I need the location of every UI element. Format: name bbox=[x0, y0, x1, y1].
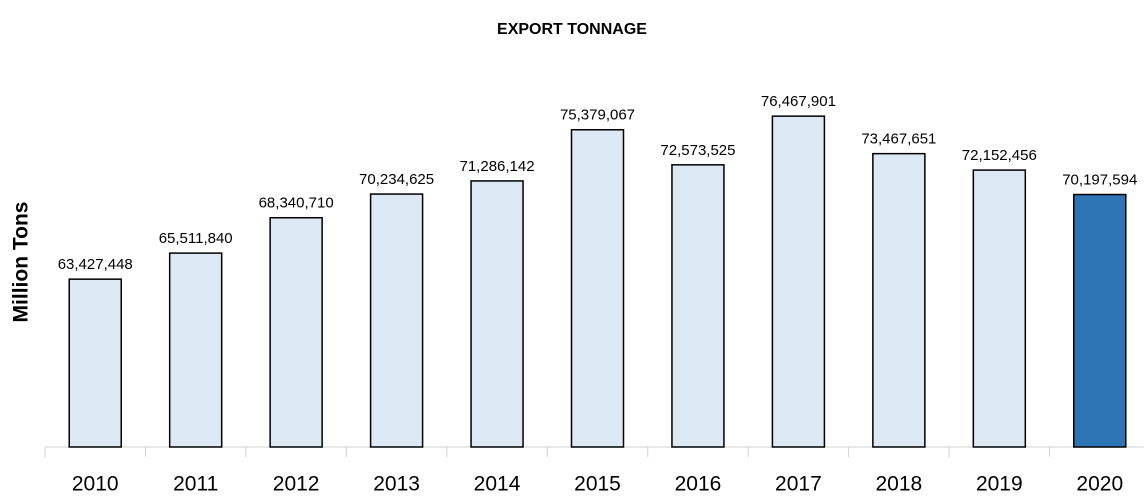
data-label: 65,511,840 bbox=[159, 230, 233, 247]
data-label: 75,379,067 bbox=[560, 107, 635, 124]
bar bbox=[972, 169, 1027, 448]
x-tick-label: 2014 bbox=[474, 473, 521, 496]
x-tick-label: 2019 bbox=[976, 473, 1023, 496]
data-label: 72,573,525 bbox=[660, 142, 735, 159]
x-tick-label: 2016 bbox=[675, 473, 722, 496]
x-tick-label: 2018 bbox=[876, 473, 923, 496]
data-label: 71,286,142 bbox=[460, 158, 535, 175]
x-tick-label: 2017 bbox=[775, 473, 822, 496]
bar bbox=[1073, 193, 1127, 448]
bar bbox=[68, 278, 122, 448]
data-label: 70,197,594 bbox=[1062, 171, 1137, 188]
x-tick-label: 2010 bbox=[72, 473, 119, 496]
bar bbox=[671, 164, 725, 448]
data-label: 73,467,651 bbox=[861, 131, 936, 148]
data-label: 72,152,456 bbox=[962, 147, 1037, 164]
x-tick-label: 2013 bbox=[373, 473, 420, 496]
x-tick-label: 2012 bbox=[273, 473, 320, 496]
data-label: 68,340,710 bbox=[259, 195, 334, 212]
data-label: 70,234,625 bbox=[359, 171, 434, 188]
bar bbox=[872, 152, 926, 448]
bar bbox=[269, 216, 323, 448]
x-tick-label: 2011 bbox=[173, 473, 218, 496]
data-label: 63,427,448 bbox=[58, 256, 133, 273]
bar bbox=[771, 115, 826, 448]
bar bbox=[369, 193, 424, 448]
bar bbox=[470, 180, 524, 448]
x-tick-label: 2015 bbox=[574, 473, 621, 496]
chart-title: EXPORT TONNAGE bbox=[497, 21, 647, 38]
y-axis-label: Million Tons bbox=[10, 202, 33, 323]
bar bbox=[570, 129, 625, 448]
bar bbox=[168, 252, 223, 448]
x-tick-label: 2020 bbox=[1076, 473, 1123, 496]
data-label: 76,467,901 bbox=[761, 93, 836, 110]
